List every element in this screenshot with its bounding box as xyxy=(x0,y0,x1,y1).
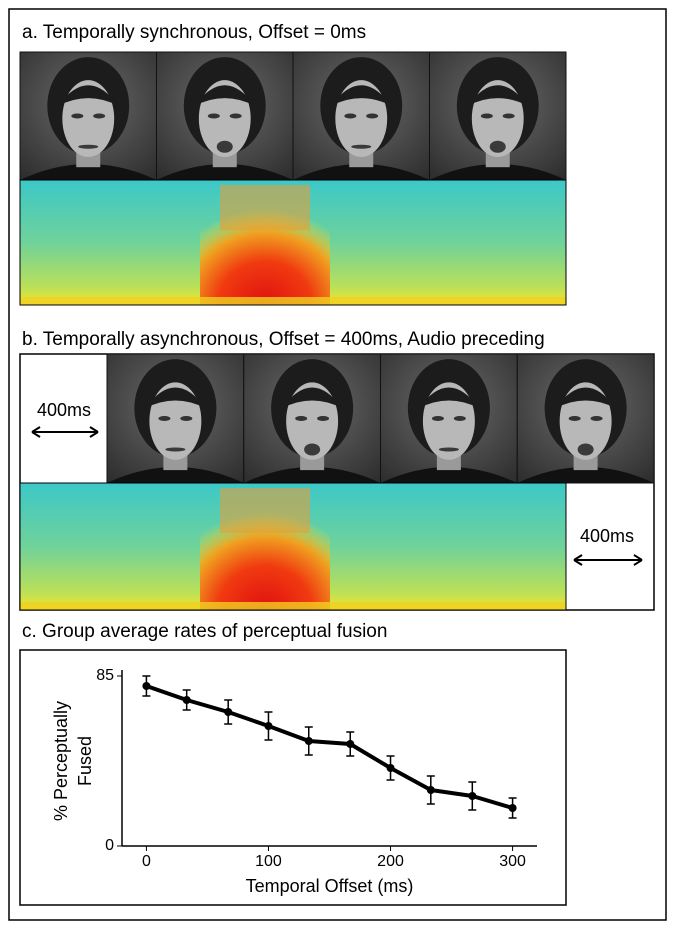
eye xyxy=(431,416,444,421)
eye xyxy=(93,113,106,119)
mouth xyxy=(165,447,186,452)
offset-label: 400ms xyxy=(37,400,91,420)
eye xyxy=(158,416,171,421)
shoulders xyxy=(380,467,518,483)
spectrogram-band xyxy=(220,488,310,533)
data-point xyxy=(142,682,151,690)
eye xyxy=(590,416,603,421)
x-tick-label: 100 xyxy=(255,853,282,870)
data-point xyxy=(346,740,355,748)
x-tick-label: 0 xyxy=(142,853,151,870)
fringe xyxy=(282,387,343,409)
video-frame xyxy=(292,51,430,181)
data-point xyxy=(224,708,233,716)
data-point xyxy=(468,792,477,800)
mouth xyxy=(216,140,233,153)
eye xyxy=(453,416,466,421)
shoulders xyxy=(243,467,381,483)
panel-title: a. Temporally synchronous, Offset = 0ms xyxy=(22,22,366,43)
shoulders xyxy=(20,164,157,180)
eye xyxy=(502,113,515,119)
video-frame xyxy=(19,51,157,181)
eye xyxy=(366,113,379,119)
mouth xyxy=(78,144,99,149)
fringe xyxy=(58,85,119,106)
data-line xyxy=(145,684,514,810)
eye xyxy=(317,416,330,421)
shoulders xyxy=(517,467,654,483)
y-tick-label: 85 xyxy=(96,667,114,684)
mouth xyxy=(577,443,594,456)
fringe xyxy=(145,387,206,409)
mouth xyxy=(438,447,459,452)
shoulders xyxy=(156,164,293,180)
video-frame xyxy=(380,353,518,484)
spectrogram xyxy=(19,482,567,611)
spectrogram-base xyxy=(20,297,566,305)
eye xyxy=(180,416,193,421)
shoulders xyxy=(293,164,430,180)
spectrogram-border xyxy=(19,482,567,611)
mouth xyxy=(304,443,321,456)
offset-arrow xyxy=(573,554,643,566)
mouth xyxy=(351,144,372,149)
eye xyxy=(71,113,84,119)
y-axis-label: % Perceptually xyxy=(51,701,71,821)
panel-title: c. Group average rates of perceptual fus… xyxy=(22,621,387,642)
video-frame xyxy=(516,353,655,484)
mouth xyxy=(489,140,506,153)
offset-arrow xyxy=(31,426,99,438)
shoulders xyxy=(107,467,244,483)
eye xyxy=(207,113,220,119)
x-tick-label: 200 xyxy=(377,853,404,870)
video-frame xyxy=(156,51,294,181)
panel-c-border xyxy=(19,649,567,906)
video-frame xyxy=(429,51,567,181)
video-frame xyxy=(106,353,245,484)
fringe xyxy=(467,85,528,106)
spectrogram xyxy=(19,179,567,306)
data-point xyxy=(182,696,191,704)
data-point xyxy=(426,786,435,794)
shoulders xyxy=(429,164,566,180)
spectrogram-base xyxy=(20,602,566,610)
data-point xyxy=(386,764,395,772)
data-point xyxy=(508,804,517,812)
fringe xyxy=(331,85,392,106)
fringe xyxy=(194,85,255,106)
data-point xyxy=(264,722,273,730)
video-frame xyxy=(243,353,381,484)
eye xyxy=(229,113,242,119)
fringe xyxy=(555,387,616,409)
eye xyxy=(344,113,357,119)
offset-label: 400ms xyxy=(580,526,634,546)
figure-border xyxy=(8,8,667,921)
eye xyxy=(480,113,493,119)
y-axis-label: Fused xyxy=(75,736,95,786)
panel-title: b. Temporally asynchronous, Offset = 400… xyxy=(22,329,545,350)
x-axis-label: Temporal Offset (ms) xyxy=(246,876,414,896)
spectrogram-border xyxy=(19,179,567,306)
eye xyxy=(295,416,308,421)
eye xyxy=(568,416,581,421)
x-tick-label: 300 xyxy=(499,853,526,870)
data-point xyxy=(304,737,313,745)
spectrogram-band xyxy=(220,185,310,230)
y-tick-label: 0 xyxy=(105,837,114,854)
fringe xyxy=(418,387,479,409)
